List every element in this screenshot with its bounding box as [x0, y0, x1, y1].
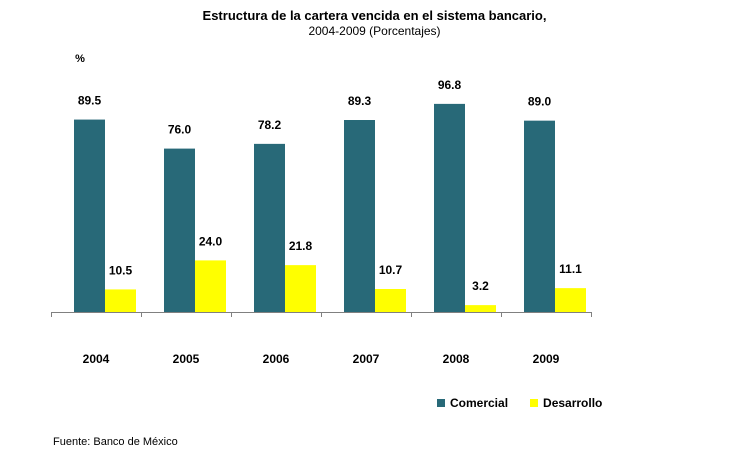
bar-comercial-2004: [74, 119, 105, 312]
data-label-desarrollo-2009: 11.1: [559, 262, 582, 276]
data-label-desarrollo-2006: 21.8: [289, 239, 313, 253]
bar-desarrollo-2005: [195, 260, 226, 312]
x-tick-label-2005: 2005: [173, 352, 200, 366]
data-label-comercial-2009: 89.0: [528, 95, 552, 109]
data-label-comercial-2004: 89.5: [78, 94, 102, 108]
y-axis-label: %: [75, 53, 85, 65]
bar-desarrollo-2009: [555, 288, 586, 312]
legend-label-comercial: Comercial: [450, 396, 509, 410]
data-label-comercial-2007: 89.3: [348, 94, 372, 108]
bar-comercial-2007: [344, 120, 375, 312]
chart-title: Estructura de la cartera vencida en el s…: [202, 8, 547, 23]
bar-comercial-2008: [434, 103, 465, 312]
x-tick-label-2009: 2009: [533, 352, 560, 366]
legend: Comercial Desarrollo: [437, 396, 624, 410]
data-label-desarrollo-2007: 10.7: [379, 263, 403, 277]
data-label-desarrollo-2004: 10.5: [109, 263, 133, 277]
bar-comercial-2009: [524, 120, 555, 313]
x-tick-label-2006: 2006: [263, 352, 290, 366]
source-note: Fuente: Banco de México: [53, 436, 178, 448]
x-tick-label-2004: 2004: [83, 352, 110, 366]
bar-comercial-2006: [254, 143, 285, 312]
data-label-comercial-2008: 96.8: [438, 78, 462, 92]
x-tick-label-2007: 2007: [353, 352, 380, 366]
legend-swatch-comercial: [437, 399, 445, 407]
x-tick-label-2008: 2008: [443, 352, 470, 366]
legend-item-comercial: Comercial: [437, 396, 508, 410]
data-label-desarrollo-2008: 3.2: [472, 279, 489, 293]
data-label-desarrollo-2005: 24.0: [199, 234, 223, 248]
bar-desarrollo-2004: [105, 289, 136, 312]
data-label-comercial-2005: 76.0: [168, 123, 192, 137]
bar-comercial-2005: [164, 148, 195, 312]
bar-desarrollo-2008: [465, 305, 496, 312]
chart-subtitle: 2004-2009 (Porcentajes): [308, 24, 441, 38]
legend-item-desarrollo: Desarrollo: [530, 396, 602, 410]
legend-label-desarrollo: Desarrollo: [543, 396, 603, 410]
bar-desarrollo-2006: [285, 265, 316, 312]
legend-swatch-desarrollo: [530, 399, 539, 407]
data-label-comercial-2006: 78.2: [258, 118, 282, 132]
bar-desarrollo-2007: [375, 288, 406, 312]
